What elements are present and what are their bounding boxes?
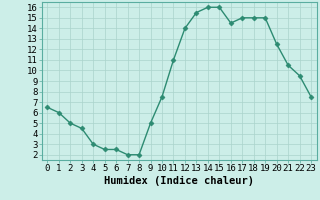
X-axis label: Humidex (Indice chaleur): Humidex (Indice chaleur)	[104, 176, 254, 186]
